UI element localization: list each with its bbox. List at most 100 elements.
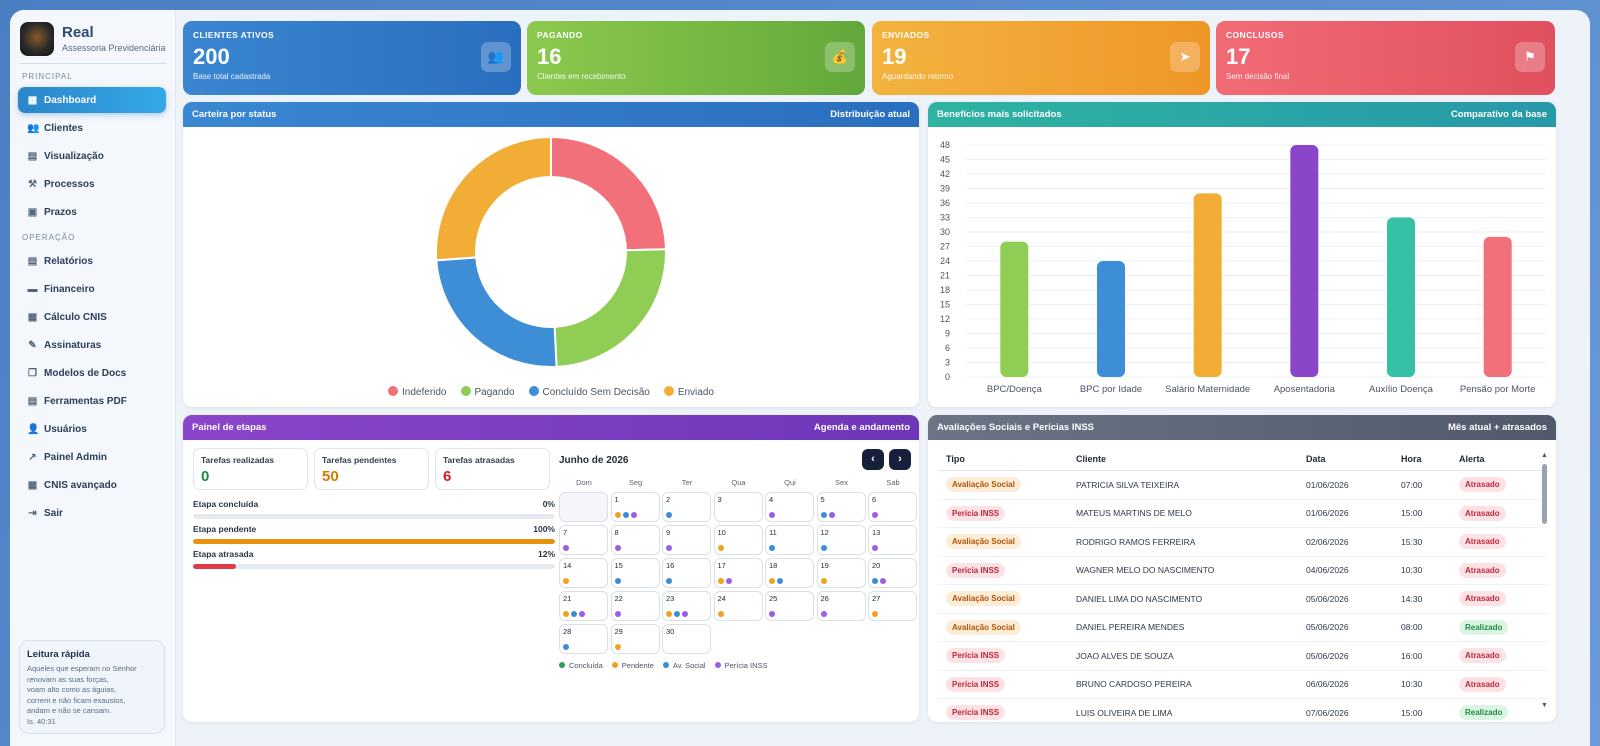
scrollbar-thumb[interactable] (1542, 464, 1547, 524)
bar-aposentadoria[interactable] (1290, 145, 1319, 377)
calendar-day[interactable]: 14 (559, 558, 608, 588)
table-row[interactable]: Avaliação Social DANIEL LIMA DO NASCIMENT… (938, 584, 1548, 614)
sidebar-item-c-lculo-cnis[interactable]: ▦ Cálculo CNIS (18, 304, 166, 330)
calendar-day[interactable]: 19 (816, 558, 866, 588)
calendar-day[interactable]: 29 (610, 624, 660, 654)
sidebar-item-clientes[interactable]: 👥 Clientes (18, 115, 166, 141)
event-dot (666, 512, 672, 518)
sidebar-item-usu-rios[interactable]: 👤 Usuários (18, 416, 166, 442)
column-header[interactable]: Hora (1393, 448, 1451, 471)
y-tick-label: 6 (945, 343, 950, 353)
calendar-day[interactable]: 22 (610, 591, 660, 621)
kpi-card-clientes-ativos[interactable]: CLIENTES ATIVOS 200 Base total cadastrada 👥 (183, 21, 521, 95)
bar-bpc-por-idade[interactable] (1097, 261, 1125, 377)
column-header[interactable]: Tipo (938, 448, 1068, 471)
sidebar-item-dashboard[interactable]: ▦ Dashboard (18, 87, 166, 113)
table-row[interactable]: Perícia INSS JOAO ALVES DE SOUZA 05/06/202… (938, 641, 1548, 671)
table-row[interactable]: Perícia INSS MATEUS MARTINS DE MELO 01/06/… (938, 499, 1548, 528)
calendar-day[interactable]: 26 (816, 591, 866, 621)
sidebar-item-label: Relatórios (44, 255, 93, 267)
calendar-day[interactable]: 11 (765, 525, 814, 555)
x-tick-label: BPC/Doença (987, 384, 1043, 395)
donut-slice-concluído-sem-decisão[interactable] (435, 256, 558, 368)
brand[interactable]: Real Assessoria Previdenciária (20, 22, 170, 58)
calendar-next-button[interactable]: › (889, 449, 911, 470)
calendar-day[interactable]: 30 (662, 624, 711, 654)
type-badge: Perícia INSS (946, 648, 1006, 664)
sidebar-item-visualiza-o[interactable]: ▤ Visualização (18, 143, 166, 169)
calendar-day[interactable]: 5 (816, 492, 866, 522)
sidebar-item-modelos-de-docs[interactable]: ❐ Modelos de Docs (18, 360, 166, 386)
donut-slice-enviado[interactable] (435, 135, 552, 262)
column-header[interactable]: Data (1298, 448, 1393, 471)
sidebar-item-label: Modelos de Docs (44, 367, 127, 379)
cell-tipo: Perícia INSS (938, 556, 1068, 585)
event-dot (769, 545, 775, 551)
calendar-day[interactable]: 10 (713, 525, 763, 555)
kpi-card-conclusos[interactable]: CONCLUSOS 17 Sem decisão final ⚑ (1216, 21, 1555, 95)
calendar-day-dots (769, 512, 775, 518)
donut-slice-indeferido[interactable] (550, 135, 667, 252)
calendar-day[interactable]: 20 (868, 558, 917, 588)
cell-text: 10:30 (1401, 679, 1423, 690)
table-row[interactable]: Perícia INSS WAGNER MELO DO NASCIMENTO 04/… (938, 556, 1548, 585)
calendar-day[interactable]: 3 (713, 492, 763, 522)
calendar-day[interactable]: 25 (765, 591, 814, 621)
calendar-day[interactable]: 12 (816, 525, 866, 555)
calendar-day[interactable]: 7 (559, 525, 608, 555)
table-row[interactable]: Avaliação Social RODRIGO RAMOS FERREIRA 02… (938, 527, 1548, 557)
scroll-up-icon[interactable]: ▲ (1541, 452, 1548, 459)
calendar-day[interactable]: 18 (765, 558, 814, 588)
column-header[interactable]: Alerta (1451, 448, 1548, 471)
bar-pens-o-por-morte[interactable] (1483, 236, 1512, 377)
bar-sal-rio-maternidade[interactable] (1193, 193, 1222, 377)
calendar-day[interactable]: 24 (713, 591, 763, 621)
calendar-day[interactable]: 2 (662, 492, 711, 522)
calendar-day[interactable]: 13 (868, 525, 917, 555)
scroll-down-icon[interactable]: ▼ (1541, 702, 1548, 709)
donut-slice-pagando[interactable] (553, 248, 667, 368)
calendar-day[interactable]: 28 (559, 624, 608, 654)
stage-progress-row: Etapa atrasada 12% (193, 549, 555, 569)
event-dot (777, 578, 783, 584)
table-row[interactable]: Avaliação Social PATRICIA SILVA TEIXEIRA 0… (938, 470, 1548, 500)
column-header[interactable]: Cliente (1068, 448, 1298, 471)
stage-progress-row: Etapa concluída 0% (193, 499, 555, 519)
sidebar-item-painel-admin[interactable]: ↗ Painel Admin (18, 444, 166, 470)
bar-aux-lio-doen-a[interactable] (1387, 217, 1415, 378)
calendar-day[interactable]: 23 (662, 591, 711, 621)
calendar-day[interactable]: 27 (868, 591, 917, 621)
table-row[interactable]: Perícia INSS BRUNO CARDOSO PEREIRA 06/06/2… (938, 670, 1548, 699)
sidebar-item-sair[interactable]: ⇥ Sair (18, 500, 166, 526)
calendar-day[interactable]: 6 (868, 492, 917, 522)
sidebar-item-financeiro[interactable]: ▬ Financeiro (18, 276, 166, 302)
calendar-day[interactable]: 16 (662, 558, 711, 588)
calendar-day[interactable]: 4 (765, 492, 814, 522)
table-row[interactable]: Avaliação Social DANIEL PEREIRA MENDES 05/… (938, 613, 1548, 642)
calendar-prev-button[interactable]: ‹ (862, 449, 884, 470)
legend-item[interactable]: Indeferido (388, 386, 447, 398)
kpi-card-pagando[interactable]: PAGANDO 16 Clientes em recebimento 💰 (527, 21, 865, 95)
calendar-day-number: 20 (872, 561, 881, 570)
sidebar-item-prazos[interactable]: ▣ Prazos (18, 199, 166, 225)
kpi-card-enviados[interactable]: ENVIADOS 19 Aguardando retorno ➤ (872, 21, 1210, 95)
legend-item[interactable]: Pagando (460, 386, 515, 398)
calendar-day[interactable]: 8 (610, 525, 660, 555)
calendar-day[interactable]: 1 (610, 492, 660, 522)
calendar-day-number: 11 (769, 528, 777, 537)
sidebar-item-assinaturas[interactable]: ✎ Assinaturas (18, 332, 166, 358)
calendar-day[interactable]: 21 (559, 591, 608, 621)
calendar-day[interactable]: 9 (662, 525, 711, 555)
sidebar-item-processos[interactable]: ⚒ Processos (18, 171, 166, 197)
type-badge: Perícia INSS (946, 676, 1006, 692)
sidebar-item-ferramentas-pdf[interactable]: ▤ Ferramentas PDF (18, 388, 166, 414)
calendar-day[interactable]: 15 (610, 558, 660, 588)
legend-item[interactable]: Enviado (663, 386, 714, 398)
table-row[interactable]: Perícia INSS LUIS OLIVEIRA DE LIMA 07/06/2… (938, 698, 1548, 722)
bar-bpc-doen-a[interactable] (1000, 241, 1029, 377)
sidebar-item-relat-rios[interactable]: ▤ Relatórios (18, 248, 166, 274)
calendar-day[interactable]: 17 (713, 558, 763, 588)
table-scrollbar[interactable]: ▲ ▼ (1541, 452, 1548, 709)
sidebar-item-cnis-avan-ado[interactable]: ▦ CNIS avançado (18, 472, 166, 498)
legend-item[interactable]: Concluído Sem Decisão (528, 386, 650, 398)
